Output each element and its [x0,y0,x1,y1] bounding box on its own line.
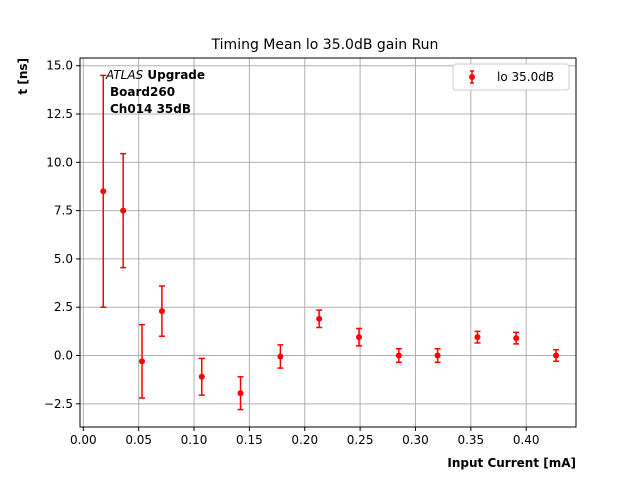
y-tick-label: 10.0 [46,155,73,169]
annotation-line-2: Board260 [110,85,175,99]
data-point [120,207,127,214]
y-tick-label: 5.0 [54,252,73,266]
legend-box [452,63,570,91]
x-tick-label: 0.40 [513,433,540,447]
x-tick-label: 0.35 [457,433,484,447]
data-point-group [237,376,244,411]
x-tick-label: 0.25 [347,433,374,447]
data-point-group [356,327,362,347]
x-tick-label: 0.15 [236,433,263,447]
chart-title: Timing Mean lo 35.0dB gain Run [211,37,439,53]
data-point [553,352,560,359]
legend-label: lo 35.0dB [497,70,554,84]
data-point [395,352,402,359]
data-point-group [395,348,402,364]
annotation: ATLAS Upgrade Board260 Ch014 35dB [105,68,205,116]
data-point [356,334,362,341]
y-axis-label: t [ns] [16,58,30,95]
y-tick-label: 2.5 [54,300,73,314]
data-point [513,335,520,342]
x-tick-label: 0.20 [291,433,318,447]
y-tick-label: 12.5 [46,107,73,121]
legend: lo 35.0dB [452,63,570,91]
x-tick-label: 0.30 [402,433,429,447]
x-axis-label: Input Current [mA] [447,456,576,470]
y-tick-label: 15.0 [46,59,73,73]
data-point [158,308,165,315]
data-point-group [277,344,284,369]
y-tick-label: 0.0 [54,349,73,363]
data-point-group [434,348,441,364]
legend-marker-point [469,74,475,80]
data-point-group [120,152,127,269]
data-point-group [158,285,165,337]
data-point [277,353,284,360]
data-point [237,390,244,397]
data-point-group [198,357,205,396]
y-tick-label: 7.5 [54,204,73,218]
data-point [139,358,145,365]
data-point-group [139,323,145,399]
grid [80,58,576,427]
annotation-line-3: Ch014 35dB [110,102,191,116]
data-point [474,334,481,341]
data-point-group [316,309,323,329]
annotation-upgrade: Upgrade [143,68,205,82]
y-tick-label: −2.5 [44,397,73,411]
data-point-group [513,331,520,345]
ticks: 0.00 0.05 0.10 0.15 0.20 0.25 0.30 0.35 0.40 −2.5… [44,59,540,447]
data-point-group [474,330,481,344]
annotation-atlas: ATLAS [105,68,144,82]
annotation-line-1: ATLAS Upgrade [105,68,205,82]
x-tick-label: 0.00 [70,433,97,447]
x-tick-label: 0.05 [125,433,152,447]
data-layer [100,74,560,411]
data-point [100,188,107,195]
data-point [316,315,323,322]
data-point-group [100,74,107,308]
data-point [198,373,205,380]
plot-frame [79,57,577,428]
data-point [434,352,441,359]
data-point-group [553,348,560,363]
x-tick-label: 0.10 [181,433,208,447]
